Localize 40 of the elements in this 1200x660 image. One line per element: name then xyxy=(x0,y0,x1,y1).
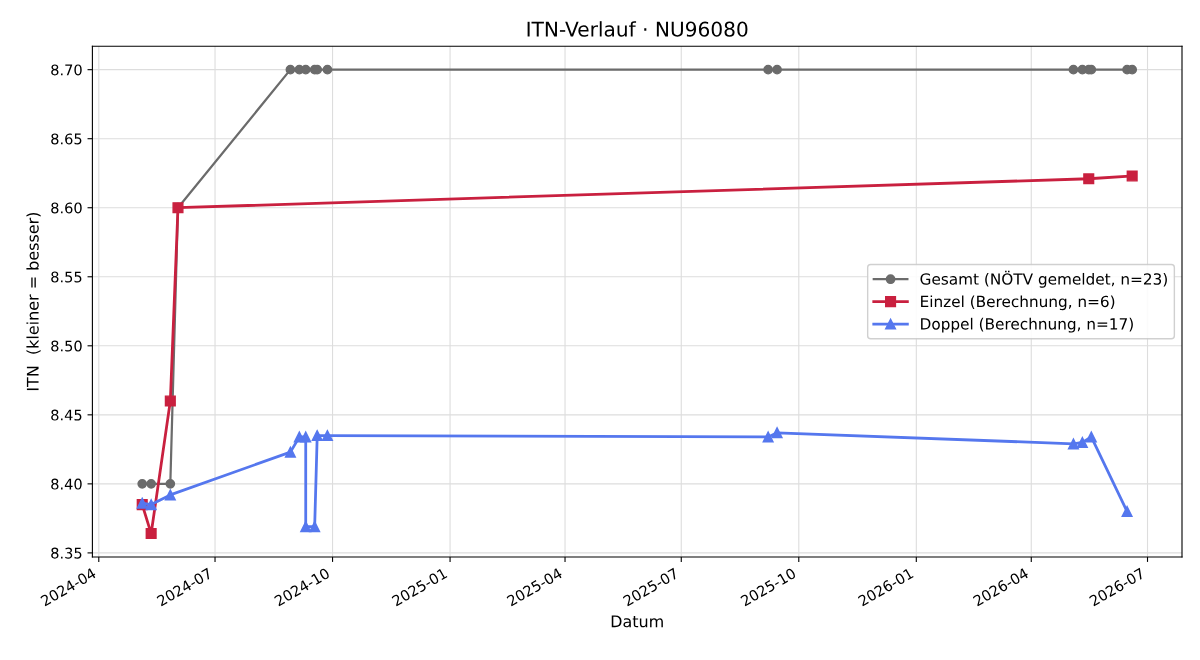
point xyxy=(145,528,157,540)
y-axis-title: ITN (kleiner = besser) xyxy=(26,212,41,391)
legend-label: Gesamt (NÖTV gemeldet, n=23) xyxy=(920,270,1167,288)
point xyxy=(145,499,157,511)
y-tick-label: 8.60 xyxy=(51,202,82,214)
y-tick-label: 8.50 xyxy=(51,340,82,352)
point xyxy=(321,429,333,442)
point xyxy=(1083,173,1095,185)
chart-title: ITN-Verlauf · NU96080 xyxy=(527,21,748,37)
point xyxy=(164,395,176,407)
y-tick-label: 8.40 xyxy=(51,478,82,490)
point xyxy=(146,479,157,489)
y-tick-label: 8.55 xyxy=(51,271,82,283)
point xyxy=(763,64,773,75)
x-axis-title: Datum xyxy=(611,615,663,628)
point xyxy=(1076,436,1088,449)
y-tick-label: 8.65 xyxy=(51,133,82,145)
legend-label: Einzel (Berechnung, n=6) xyxy=(921,295,1115,311)
point xyxy=(1085,431,1097,443)
point xyxy=(137,479,148,489)
point xyxy=(1121,505,1133,518)
point xyxy=(772,64,782,75)
point xyxy=(284,446,296,458)
point xyxy=(300,431,312,443)
point xyxy=(1126,170,1138,182)
point xyxy=(309,521,321,533)
y-tick-label: 8.45 xyxy=(51,409,82,421)
point xyxy=(164,489,176,501)
point xyxy=(1067,438,1079,450)
point xyxy=(1068,64,1079,75)
point xyxy=(165,479,176,489)
point xyxy=(300,521,312,533)
y-tick-label: 8.70 xyxy=(51,64,82,76)
point xyxy=(762,431,774,443)
point xyxy=(311,429,323,442)
point xyxy=(322,64,333,75)
point xyxy=(771,427,783,439)
point xyxy=(285,64,296,75)
legend-label: Doppel (Berechnung, n=17) xyxy=(921,317,1133,333)
y-tick-label: 8.35 xyxy=(51,547,82,559)
